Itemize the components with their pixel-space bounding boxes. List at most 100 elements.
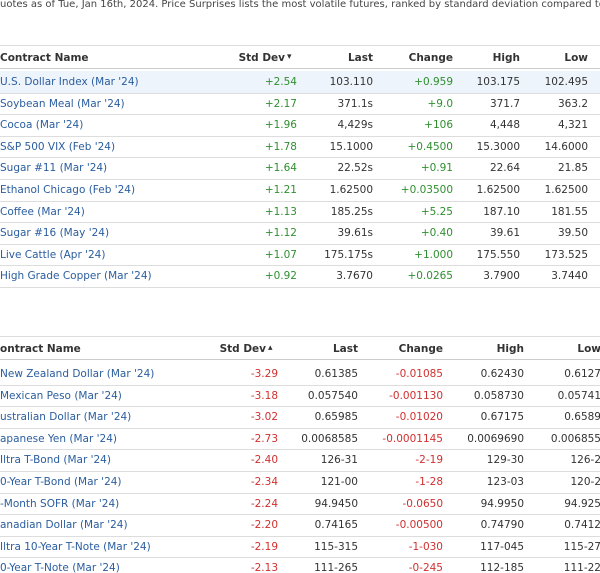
cell: -2.19	[250, 540, 278, 553]
row-border	[0, 471, 600, 472]
cell: 129-30	[486, 454, 524, 467]
cell: 94.925	[564, 497, 600, 510]
intro: uotes as of Tue, Jan 16th, 2024. Price S…	[0, 0, 600, 10]
header-border	[0, 45, 600, 46]
header-border	[0, 359, 600, 360]
cell: 0.67175	[480, 411, 524, 424]
cell: 363.2	[557, 97, 588, 110]
cell: 4,429s	[337, 119, 373, 132]
column-header[interactable]: Low	[577, 343, 600, 355]
row-border	[0, 535, 600, 537]
column-header[interactable]: Contract Name	[0, 52, 89, 64]
cell: 126-31	[320, 454, 358, 467]
column-header[interactable]: Std Dev	[238, 52, 285, 64]
cell: 39.50	[557, 227, 588, 240]
cell: 0.057540	[307, 389, 358, 402]
contract-name[interactable]: Mexican Peso (Mar '24)	[0, 389, 122, 402]
contract-name[interactable]: Iltra 10-Year T-Note (Mar '24)	[0, 540, 151, 553]
cell: +106	[424, 119, 453, 132]
contract-name[interactable]: ustralian Dollar (Mar '24)	[0, 411, 132, 424]
column-header[interactable]: Change	[398, 343, 443, 355]
header-border	[0, 336, 600, 337]
contract-name[interactable]: 0-Year T-Bond (Mar '24)	[0, 476, 122, 488]
cell: 173.525	[544, 248, 588, 261]
contract-name[interactable]: New Zealand Dollar (Mar '24)	[0, 368, 155, 380]
contract-name[interactable]: U.S. Dollar Index (Mar '24)	[0, 76, 139, 88]
contract-name[interactable]: Ethanol Chicago (Feb '24)	[0, 184, 136, 196]
cell: -2.73	[250, 432, 278, 445]
cell: 121-00	[320, 476, 358, 488]
cell: 371.7	[489, 97, 520, 110]
cell: 175.175s	[324, 248, 373, 261]
cell: 1.62500	[544, 184, 588, 196]
cell: 103.175	[476, 76, 520, 88]
sort-arrow[interactable]: ▴	[268, 343, 273, 353]
cell: -0-245	[408, 562, 443, 573]
cell: -2.13	[250, 562, 278, 573]
cell: 123-03	[486, 476, 524, 488]
cell: -0.00500	[395, 519, 443, 532]
cell: +2.54	[264, 76, 297, 88]
column-header[interactable]: ontract Name	[0, 343, 81, 355]
contract-name[interactable]: Coffee (Mar '24)	[0, 205, 85, 218]
contract-name[interactable]: Live Cattle (Apr '24)	[0, 248, 106, 261]
column-header[interactable]: Last	[332, 343, 358, 355]
row-border	[0, 135, 600, 137]
column-header[interactable]: Change	[408, 52, 453, 64]
cell: 0.62430	[480, 368, 524, 380]
contract-name[interactable]: anadian Dollar (Mar '24)	[0, 519, 128, 532]
cell: -2.34	[250, 476, 278, 488]
contract-name[interactable]: Soybean Meal (Mar '24)	[0, 97, 125, 110]
row-border	[0, 222, 600, 224]
cell: +0.91	[420, 162, 453, 175]
cell: 94.9450	[314, 497, 358, 510]
contract-name[interactable]: Sugar #16 (May '24)	[0, 227, 110, 240]
contract-name[interactable]: -Month SOFR (Mar '24)	[0, 497, 120, 510]
row-border	[0, 179, 600, 180]
row-border	[0, 514, 600, 516]
cell: 39.61	[489, 227, 520, 240]
column-header[interactable]: High	[492, 52, 520, 64]
column-header[interactable]: Low	[564, 52, 588, 64]
column-header[interactable]: Std Dev	[219, 343, 266, 355]
cell: -3.18	[250, 389, 278, 402]
cell: 4,321	[557, 119, 588, 132]
cell: -3.29	[250, 368, 278, 380]
cell: +1.64	[264, 162, 297, 175]
contract-name[interactable]: Sugar #11 (Mar '24)	[0, 162, 108, 175]
column-header[interactable]: Last	[347, 52, 373, 64]
row-border	[0, 449, 600, 451]
cell: 102.495	[544, 76, 588, 88]
cell: -3.02	[250, 411, 278, 424]
row-highlight	[0, 71, 600, 93]
cell: 0.0068585	[301, 432, 358, 445]
row-border	[0, 557, 600, 559]
cell: 3.7670	[336, 270, 373, 283]
contract-name[interactable]: Iltra T-Bond (Mar '24)	[0, 454, 111, 467]
contract-name[interactable]: High Grade Copper (Mar '24)	[0, 270, 152, 283]
cell: -2-19	[415, 454, 443, 467]
cell: +1.000	[414, 248, 453, 261]
cell: -2.40	[250, 454, 278, 467]
cell: 0.7412	[564, 519, 600, 532]
cell: 1.62500	[476, 184, 520, 196]
cell: -1-28	[415, 476, 443, 488]
cell: 371.1s	[337, 97, 373, 110]
column-header[interactable]: High	[496, 343, 524, 355]
contract-name[interactable]: apanese Yen (Mar '24)	[0, 432, 117, 445]
sort-arrow[interactable]: ▾	[287, 52, 292, 62]
row-border	[0, 492, 600, 494]
cell: 0.74165	[314, 519, 358, 532]
cell: 4,448	[489, 119, 520, 132]
row-border	[0, 384, 600, 386]
contract-name[interactable]: 0-Year T-Note (Mar '24)	[0, 562, 120, 573]
cell: 21.85	[557, 162, 588, 175]
cell: 187.10	[483, 205, 520, 218]
contract-name[interactable]: Cocoa (Mar '24)	[0, 119, 84, 132]
cell: +2.17	[264, 97, 297, 110]
row-border	[0, 287, 600, 288]
row-border	[0, 406, 600, 408]
cell: 22.64	[489, 162, 520, 175]
contract-name[interactable]: S&P 500 VIX (Feb '24)	[0, 140, 116, 153]
cell: +0.92	[264, 270, 297, 283]
